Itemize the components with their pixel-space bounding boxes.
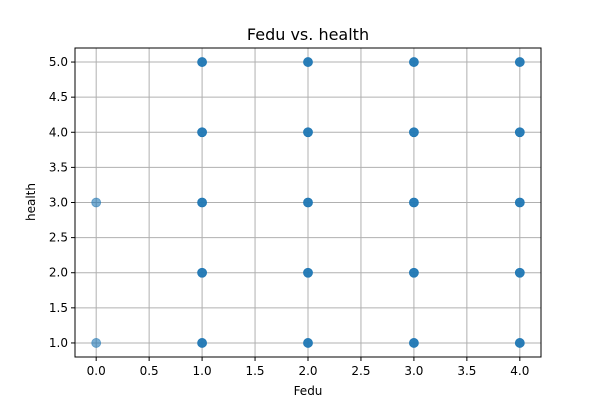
data-point [514, 57, 525, 67]
data-point [303, 57, 313, 67]
data-point [409, 338, 419, 348]
y-axis-ticks: 1.0 1.5 2.0 2.5 3.0 3.5 4.0 4.5 5.0 [49, 55, 75, 350]
data-point [197, 127, 207, 138]
data-point [303, 197, 313, 208]
data-point [514, 127, 525, 138]
x-tick-label: 1.5 [245, 364, 264, 378]
data-point [409, 197, 419, 208]
data-point [197, 338, 207, 348]
data-point [514, 338, 525, 348]
y-axis-label: health [24, 183, 38, 221]
y-tick-label: 4.0 [49, 125, 68, 139]
y-tick-label: 3.5 [49, 160, 68, 174]
data-point [197, 197, 207, 208]
data-point [91, 197, 102, 208]
data-point [303, 127, 313, 138]
x-tick-label: 0.5 [140, 364, 159, 378]
data-point [514, 267, 525, 278]
x-tick-label: 2.5 [351, 364, 370, 378]
data-point [197, 57, 207, 67]
data-point [409, 267, 419, 278]
data-point [409, 57, 419, 67]
y-tick-label: 2.0 [49, 266, 68, 280]
x-tick-label: 2.0 [298, 364, 317, 378]
data-point [409, 127, 419, 138]
x-axis-ticks: 0.0 0.5 1.0 1.5 2.0 2.5 3.0 3.5 4.0 [87, 357, 529, 378]
x-axis-label: Fedu [294, 384, 323, 398]
x-tick-label: 3.0 [404, 364, 423, 378]
x-tick-label: 1.0 [193, 364, 212, 378]
y-tick-label: 4.5 [49, 90, 68, 104]
chart-title: Fedu vs. health [247, 25, 369, 44]
data-point [303, 267, 313, 278]
x-tick-label: 0.0 [87, 364, 106, 378]
data-point [514, 197, 525, 208]
y-tick-label: 5.0 [49, 55, 68, 69]
y-tick-label: 2.5 [49, 231, 68, 245]
data-points [91, 57, 525, 348]
y-tick-label: 1.5 [49, 301, 68, 315]
data-point [91, 338, 102, 348]
x-tick-label: 3.5 [457, 364, 476, 378]
data-point [197, 267, 207, 278]
x-tick-label: 4.0 [510, 364, 529, 378]
y-tick-label: 3.0 [49, 196, 68, 210]
data-point [303, 338, 313, 348]
y-tick-label: 1.0 [49, 336, 68, 350]
